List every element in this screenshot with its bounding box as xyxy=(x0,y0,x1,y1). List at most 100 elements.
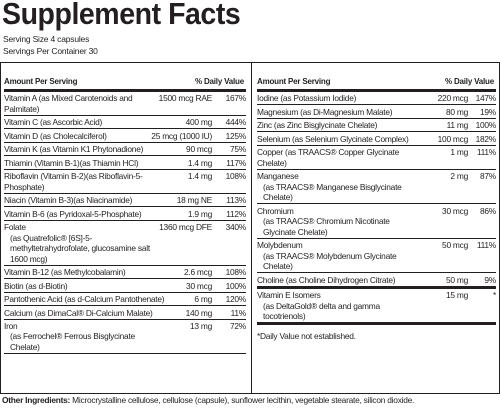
daily-value: 75% xyxy=(229,144,246,155)
nutrient-name: Calcium (as DimaCal® Di-Calcium Malate) xyxy=(4,307,153,318)
amount: 1360 mcg DFE xyxy=(159,222,212,233)
nutrient-row: Selenium (as Selenium Glycinate Complex)… xyxy=(257,132,497,146)
nutrient-row: Calcium (as DimaCal® Di-Calcium Malate) 1… xyxy=(4,306,247,320)
title: Supplement Facts xyxy=(2,0,241,31)
daily-value: 111% xyxy=(476,147,496,158)
nutrient-row: Choline (as Choline Dihydrogen Citrate) 5… xyxy=(257,273,496,289)
amount: 1 mg xyxy=(450,147,468,158)
amount: 2.6 mcg xyxy=(183,267,212,278)
daily-value: 112% xyxy=(226,208,246,219)
daily-value: * xyxy=(492,290,496,301)
daily-value: 9% xyxy=(484,274,496,285)
nutrient-source: (as Ferrochel® Ferrous Bisglycinate Chel… xyxy=(10,331,135,352)
daily-value: 108% xyxy=(225,171,247,182)
nutrient-row: Vitamin E Isomers (as DeltaGold® delta an… xyxy=(257,289,496,326)
amount: 25 mcg (1000 IU) xyxy=(151,130,212,141)
nutrient-row: Manganese (as TRAACS® Manganese Bisglycin… xyxy=(257,170,496,205)
nutrient-name: Thiamin (Vitamin B-1)(as Thiamin HCl) xyxy=(4,157,139,168)
amount: 1500 mcg RAE xyxy=(158,93,213,104)
header-amount: Amount Per Serving xyxy=(257,77,331,86)
nutrient-name: Vitamin A (as Mixed Carotenoids and Palm… xyxy=(4,93,133,114)
header: Amount Per Serving % Daily Value xyxy=(4,63,246,92)
amount: 15 mg xyxy=(445,290,468,301)
nutrient-name: Vitamin B-6 (as Pyridoxal-5-Phosphate) xyxy=(4,208,142,219)
nutrient-source: (as TRAACS® Molybdenum Glycinate Chelate… xyxy=(263,250,397,272)
nutrient-row: Iron (as Ferrochel® Ferrous Bisglycinate … xyxy=(4,320,246,355)
amount: 18 mg NE xyxy=(176,195,213,206)
daily-value: 111% xyxy=(476,240,496,251)
nutrient-name: Riboflavin (Vitamin B-2)(as Riboflavin-5… xyxy=(4,171,143,192)
nutrient-row: Thiamin (Vitamin B-1)(as Thiamin HCl) 1.4… xyxy=(4,156,246,170)
nutrient-source: (as Quatrefolic® [6S]-5-methyltetrahydro… xyxy=(10,232,150,264)
nutrient-row: Vitamin K (as Vitamin K1 Phytonadione) 90… xyxy=(4,143,246,157)
nutrient-name: Zinc (as Zinc Bisglycinate Chelate) xyxy=(257,120,378,131)
amount: 220 mcg xyxy=(437,93,469,104)
nutrient-row: Vitamin B-6 (as Pyridoxal-5-Phosphate) 1.… xyxy=(4,207,246,221)
daily-value: 182% xyxy=(475,133,497,144)
amount: 6 mg xyxy=(194,294,212,305)
amount: 30 mcg xyxy=(186,280,212,291)
daily-value: 100% xyxy=(225,280,247,291)
nutrient-row: Molybdenum (as TRAACS® Molybdenum Glycina… xyxy=(257,239,496,274)
nutrient-source: (as TRAACS® Manganese Bisglycinate Chela… xyxy=(263,181,402,203)
daily-value: 340% xyxy=(225,222,247,233)
nutrient-source: (as TRAACS® Chromium Nicotinate Glycinat… xyxy=(263,216,390,237)
amount: 80 mg xyxy=(445,106,468,117)
daily-value: 444% xyxy=(225,117,247,128)
daily-value: 19% xyxy=(479,106,496,117)
daily-value: 11% xyxy=(230,307,247,318)
nutrient-row: Pantothenic Acid (as d-Calcium Pantothen… xyxy=(4,293,247,307)
amount: 2 mg xyxy=(450,171,468,182)
nutrient-row: Vitamin D (as Cholecalciferol) 25 mcg (10… xyxy=(4,129,246,143)
header: Amount Per Serving % Daily Value xyxy=(257,63,496,92)
nutrient-row: Chromium (as TRAACS® Chromium Nicotinate … xyxy=(257,204,496,239)
nutrient-row: Zinc (as Zinc Bisglycinate Chelate) 11 mg… xyxy=(257,119,497,133)
other-ingredients-label: Other Ingredients: xyxy=(2,395,71,405)
daily-value: 108% xyxy=(225,267,247,278)
nutrient-name: Vitamin C (as Ascorbic Acid) xyxy=(4,117,103,128)
other-ingredients: Other Ingredients: Microcrystalline cell… xyxy=(2,395,414,405)
nutrient-name: Manganese xyxy=(257,171,299,182)
nutrient-name: Chromium xyxy=(257,205,294,216)
daily-value: 117% xyxy=(226,157,246,168)
daily-value: 86% xyxy=(479,205,496,216)
daily-value: 113% xyxy=(226,195,246,206)
daily-value: 87% xyxy=(479,171,496,182)
daily-value: 100% xyxy=(475,120,497,131)
nutrient-name: Magnesium (as Di-Magnesium Malate) xyxy=(257,106,393,117)
right-column: Amount Per Serving % Daily Value Iodine … xyxy=(257,63,496,341)
nutrient-row: Vitamin C (as Ascorbic Acid) 400 mg 444% xyxy=(4,116,247,130)
nutrient-name: Vitamin D (as Cholecalciferol) xyxy=(4,130,107,141)
nutrient-name: Copper (as TRAACS® Copper Glycinate Chel… xyxy=(257,147,400,168)
header-amount: Amount Per Serving xyxy=(4,77,78,86)
daily-value: 167% xyxy=(225,93,247,104)
nutrient-name: Biotin (as d-Biotin) xyxy=(4,280,68,291)
nutrient-name: Iron xyxy=(4,320,18,331)
amount: 11 mg xyxy=(446,120,469,131)
nutrient-source: (as DeltaGold® delta and gamma tocotrien… xyxy=(263,300,380,322)
other-ingredients-text: Microcrystalline cellulose, cellulose (c… xyxy=(72,395,415,405)
amount: 90 mcg xyxy=(186,144,212,155)
amount: 30 mcg xyxy=(442,205,468,216)
daily-value: 72% xyxy=(229,320,246,331)
nutrient-name: Choline (as Choline Dihydrogen Citrate) xyxy=(257,274,396,285)
nutrient-row: Vitamin A (as Mixed Carotenoids and Palm… xyxy=(4,92,246,116)
nutrient-name: Folate xyxy=(4,222,26,233)
column-divider xyxy=(251,63,252,393)
nutrient-row: Folate (as Quatrefolic® [6S]-5-methyltetr… xyxy=(4,221,246,266)
nutrient-name: Molybdenum xyxy=(257,240,303,251)
facts-box: Amount Per Serving % Daily Value Vitamin… xyxy=(0,62,500,394)
daily-value: 120% xyxy=(225,294,247,305)
header-dv: % Daily Value xyxy=(195,77,244,86)
nutrient-row: Niacin (Vitamin B-3)(as Niacinamide) 18 m… xyxy=(4,194,246,208)
nutrient-row: Riboflavin (Vitamin B-2)(as Riboflavin-5… xyxy=(4,170,246,194)
nutrient-row: Vitamin B-12 (as Methylcobalamin) 2.6 mcg… xyxy=(4,266,247,280)
nutrient-row: Copper (as TRAACS® Copper Glycinate Chel… xyxy=(257,146,496,170)
amount: 50 mg xyxy=(445,274,468,285)
nutrient-name: Selenium (as Selenium Glycinate Complex) xyxy=(257,133,409,144)
header-dv: % Daily Value xyxy=(445,77,494,86)
nutrient-name: Niacin (Vitamin B-3)(as Niacinamide) xyxy=(4,195,133,206)
nutrient-name: Vitamin K (as Vitamin K1 Phytonadione) xyxy=(4,144,144,155)
servings-per-container: Servings Per Container 30 xyxy=(3,46,98,56)
